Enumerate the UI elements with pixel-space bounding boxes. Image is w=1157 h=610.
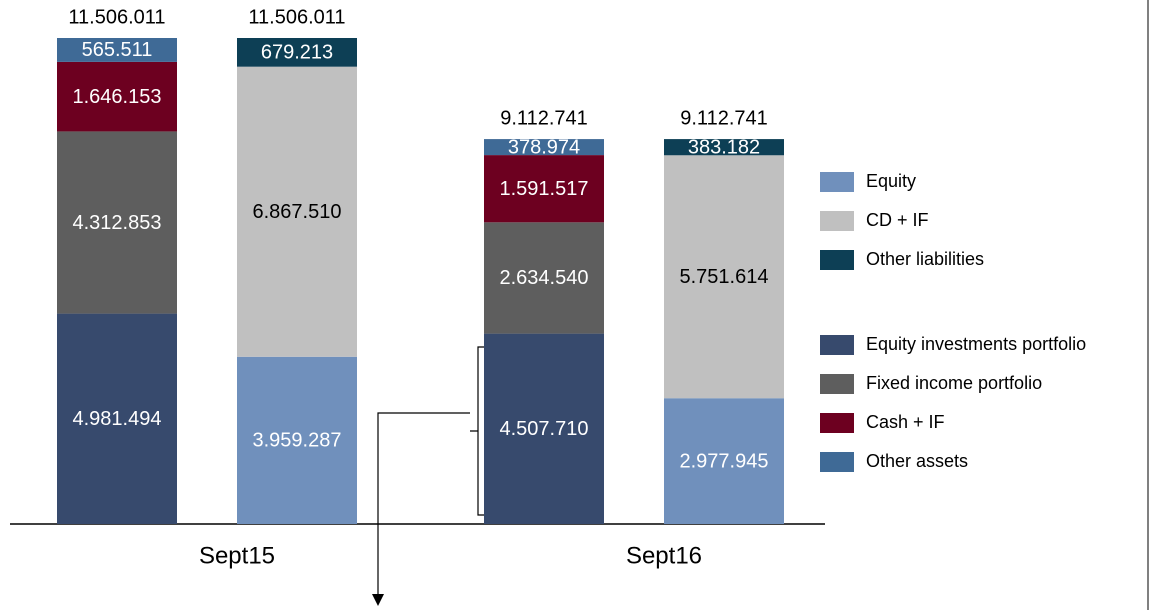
segment-label: 6.867.510 (253, 201, 342, 223)
bar-segment (484, 139, 604, 156)
bar-segment (664, 139, 784, 156)
bar-segment (664, 155, 784, 399)
category-label: Sept15 (199, 542, 275, 569)
segment-label: 378.974 (508, 136, 580, 158)
bar-segment (57, 131, 177, 314)
bar-segment (484, 333, 604, 524)
legend-label: CD + IF (866, 210, 929, 230)
legend-label: Fixed income portfolio (866, 373, 1042, 393)
bar-segment (57, 38, 177, 62)
legend-swatch (820, 374, 854, 394)
legend-label: Other liabilities (866, 249, 984, 269)
segment-label: 1.646.153 (73, 86, 162, 108)
total-label: 11.506.011 (68, 6, 165, 28)
segment-label: 4.507.710 (500, 418, 589, 440)
bracket-arrow (377, 346, 484, 598)
bar-segment (57, 313, 177, 524)
legend-label: Cash + IF (866, 412, 945, 432)
bar-segment (484, 155, 604, 223)
segment-label: 565.511 (82, 39, 153, 61)
total-label: 9.112.741 (500, 107, 588, 129)
legend-label: Equity (866, 171, 916, 191)
legend-swatch (820, 413, 854, 433)
legend-swatch (820, 172, 854, 192)
segment-label: 4.312.853 (73, 212, 162, 234)
segment-label: 2.634.540 (500, 267, 589, 289)
bar-segment (237, 356, 357, 524)
legend-swatch (820, 335, 854, 355)
bar-segment (237, 66, 357, 357)
legend-swatch (820, 452, 854, 472)
legend-swatch (820, 211, 854, 231)
segment-label: 5.751.614 (680, 266, 769, 288)
segment-label: 4.981.494 (73, 408, 162, 430)
arrow-head (372, 594, 384, 606)
bar-segment (57, 61, 177, 132)
bar-segment (484, 222, 604, 334)
legend-label: Other assets (866, 451, 968, 471)
bar-segment (237, 38, 357, 67)
segment-label: 2.977.945 (680, 450, 769, 472)
segment-label: 1.591.517 (500, 178, 589, 200)
segment-label: 679.213 (261, 42, 333, 64)
total-label: 11.506.011 (248, 6, 345, 28)
category-label: Sept16 (626, 542, 702, 569)
legend-swatch (820, 250, 854, 270)
segment-label: 3.959.287 (253, 430, 342, 452)
segment-label: 383.182 (688, 136, 760, 158)
bar-segment (664, 398, 784, 524)
total-label: 9.112.741 (680, 107, 768, 129)
legend-label: Equity investments portfolio (866, 334, 1086, 354)
